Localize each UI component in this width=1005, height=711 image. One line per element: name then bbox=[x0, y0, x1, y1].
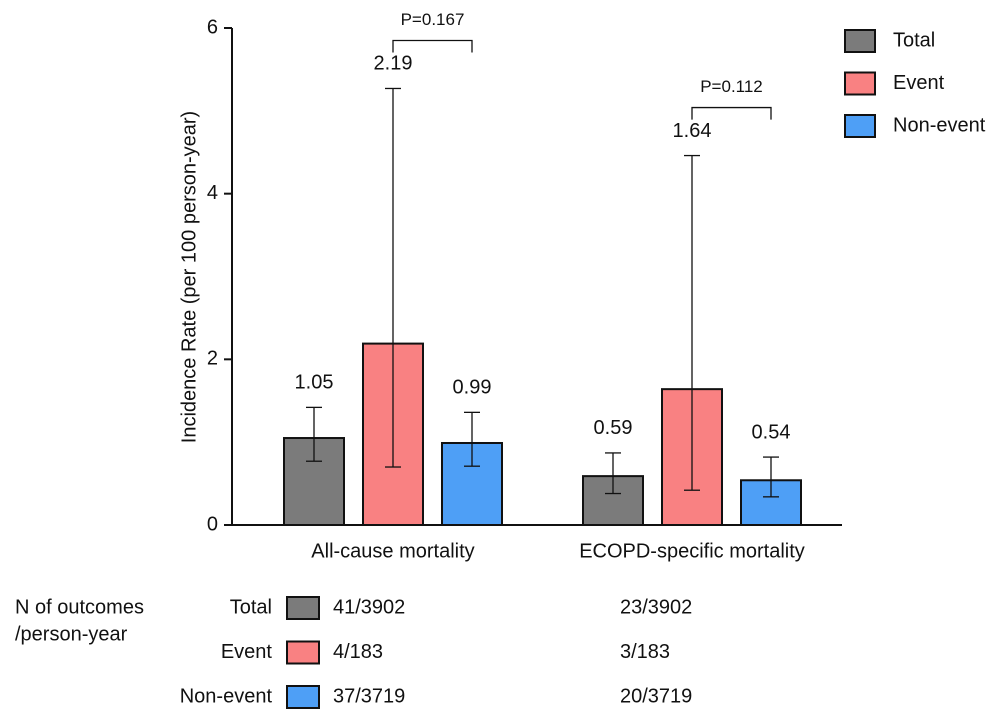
legend-label: Event bbox=[893, 72, 945, 94]
legend-swatch bbox=[844, 29, 876, 53]
legend-label: Total bbox=[893, 29, 935, 51]
value-label: 2.19 bbox=[374, 53, 413, 75]
value-label: 0.99 bbox=[453, 377, 492, 399]
y-tick-label: 6 bbox=[207, 16, 218, 38]
table-row-label: Total bbox=[230, 596, 272, 618]
table-cell: 37/3719 bbox=[333, 685, 405, 707]
p-value: P=0.167 bbox=[401, 10, 465, 29]
table-cell: 41/3902 bbox=[333, 596, 405, 618]
value-label: 1.05 bbox=[295, 372, 334, 394]
table-cell: 3/183 bbox=[620, 641, 670, 663]
table-swatch bbox=[286, 596, 320, 620]
table-row-label: Event bbox=[221, 641, 273, 663]
y-tick-label: 4 bbox=[207, 182, 218, 204]
legend-swatch bbox=[844, 71, 876, 96]
y-tick-label: 0 bbox=[207, 513, 218, 535]
table-swatch bbox=[286, 640, 320, 665]
legend-swatch bbox=[844, 114, 876, 138]
value-label: 0.54 bbox=[752, 421, 791, 443]
value-label: 0.59 bbox=[594, 417, 633, 439]
legend-label: Non-event bbox=[893, 114, 986, 136]
y-axis-label: Incidence Rate (per 100 person-year) bbox=[178, 111, 200, 443]
table-title: /person-year bbox=[15, 623, 128, 645]
table-cell: 4/183 bbox=[333, 641, 383, 663]
table-swatch bbox=[286, 685, 320, 709]
table-row-label: Non-event bbox=[180, 685, 273, 707]
significance-bracket bbox=[691, 106, 772, 120]
table-cell: 20/3719 bbox=[620, 685, 692, 707]
significance-bracket bbox=[392, 39, 473, 53]
y-tick-label: 2 bbox=[207, 348, 218, 370]
x-tick-label: All-cause mortality bbox=[311, 540, 474, 562]
x-tick-label: ECOPD-specific mortality bbox=[579, 540, 805, 562]
value-label: 1.64 bbox=[673, 120, 712, 142]
p-value: P=0.112 bbox=[700, 77, 763, 96]
table-title: N of outcomes bbox=[15, 596, 144, 618]
table-cell: 23/3902 bbox=[620, 596, 692, 618]
